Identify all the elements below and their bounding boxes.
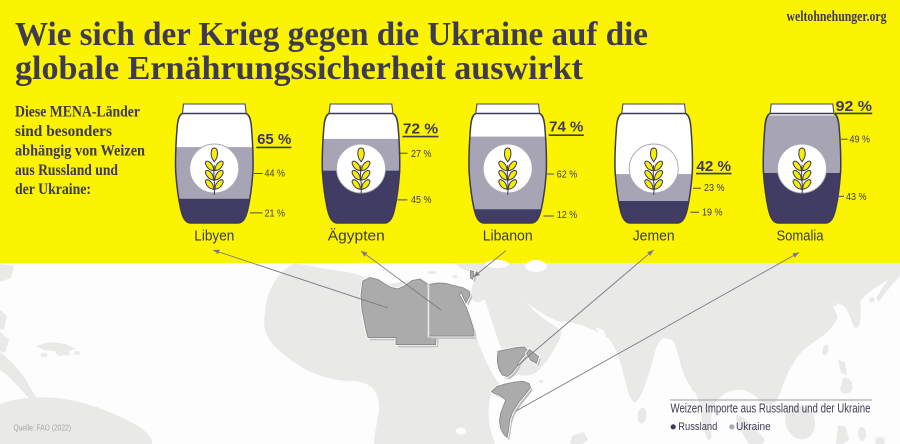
svg-text:45 %: 45 %	[411, 195, 432, 206]
svg-text:der Ukraine:: der Ukraine:	[15, 181, 91, 198]
svg-text:abhängig von Weizen: abhängig von Weizen	[15, 142, 145, 159]
svg-text:19 %: 19 %	[702, 208, 723, 219]
svg-text:Ägypten: Ägypten	[328, 227, 385, 244]
svg-text:Russland: Russland	[678, 421, 717, 433]
svg-text:sind besonders: sind besonders	[15, 123, 112, 140]
svg-text:72 %: 72 %	[403, 121, 438, 138]
svg-text:12 %: 12 %	[557, 210, 578, 221]
svg-text:Ukraine: Ukraine	[736, 421, 771, 433]
svg-text:Somalia: Somalia	[777, 227, 825, 244]
svg-text:43 %: 43 %	[846, 192, 867, 203]
svg-text:65 %: 65 %	[257, 131, 291, 148]
svg-text:Diese MENA-Länder: Diese MENA-Länder	[15, 104, 140, 121]
svg-text:49 %: 49 %	[850, 135, 871, 146]
svg-text:Libanon: Libanon	[483, 227, 533, 244]
svg-text:Weizen Importe aus Russland un: Weizen Importe aus Russland und der Ukra…	[671, 402, 871, 416]
svg-text:Quelle: FAO (2022): Quelle: FAO (2022)	[14, 423, 72, 433]
svg-text:44 %: 44 %	[265, 168, 286, 179]
svg-text:23 %: 23 %	[704, 183, 725, 194]
svg-text:74 %: 74 %	[549, 118, 583, 135]
svg-text:Jemen: Jemen	[633, 227, 675, 244]
svg-text:27 %: 27 %	[411, 149, 432, 160]
svg-text:weltohnehunger.org: weltohnehunger.org	[787, 9, 887, 25]
svg-text:62 %: 62 %	[557, 170, 578, 181]
svg-text:Libyen: Libyen	[194, 227, 234, 244]
svg-text:globale Ernährungssicherheit a: globale Ernährungssicherheit auswirkt	[15, 50, 584, 87]
svg-text:aus Russland und: aus Russland und	[15, 162, 118, 179]
svg-text:92 %: 92 %	[836, 98, 872, 115]
svg-text:Wie sich der Krieg gegen die U: Wie sich der Krieg gegen die Ukraine auf…	[15, 16, 648, 53]
svg-text:42 %: 42 %	[696, 158, 731, 175]
svg-text:21 %: 21 %	[265, 208, 286, 219]
